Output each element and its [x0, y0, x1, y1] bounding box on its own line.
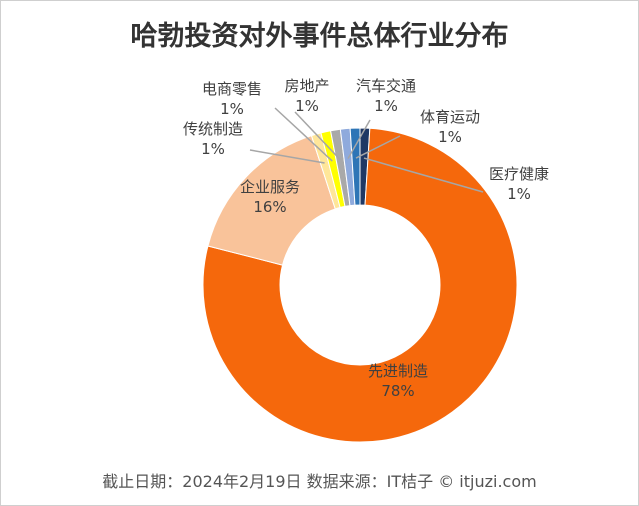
label-value-auto: 1% — [374, 97, 398, 115]
label-name-sports: 体育运动 — [420, 108, 480, 126]
label-value-enterprise-services: 16% — [253, 198, 286, 216]
label-value-real-estate: 1% — [295, 97, 319, 115]
leader-line-real-estate — [294, 111, 341, 161]
leader-line-sports — [355, 135, 401, 159]
label-value-medical: 1% — [507, 185, 531, 203]
leader-line-auto — [347, 119, 371, 159]
label-value-advanced-mfg: 78% — [381, 382, 414, 400]
slice-sports — [349, 127, 361, 206]
leader-line-ecommerce — [274, 107, 333, 162]
chart-title: 哈勃投资对外事件总体行业分布 — [130, 21, 509, 52]
footer-source: 截止日期：2024年2月19日 数据来源：IT桔子 © itjuzi.com — [102, 472, 537, 491]
label-name-real-estate: 房地产 — [284, 77, 329, 95]
slice-advanced-mfg — [202, 127, 518, 443]
label-name-medical: 医疗健康 — [489, 165, 549, 183]
label-value-sports: 1% — [438, 128, 462, 146]
label-name-traditional-mfg: 传统制造 — [183, 120, 243, 138]
leader-line-traditional-mfg — [249, 149, 325, 164]
label-name-ecommerce: 电商零售 — [202, 80, 262, 98]
leader-line-medical — [363, 157, 484, 193]
label-name-enterprise-services: 企业服务 — [240, 178, 300, 196]
label-name-auto: 汽车交通 — [356, 77, 416, 95]
label-name-advanced-mfg: 先进制造 — [368, 362, 428, 380]
label-value-traditional-mfg: 1% — [201, 140, 225, 158]
label-value-ecommerce: 1% — [220, 100, 244, 118]
